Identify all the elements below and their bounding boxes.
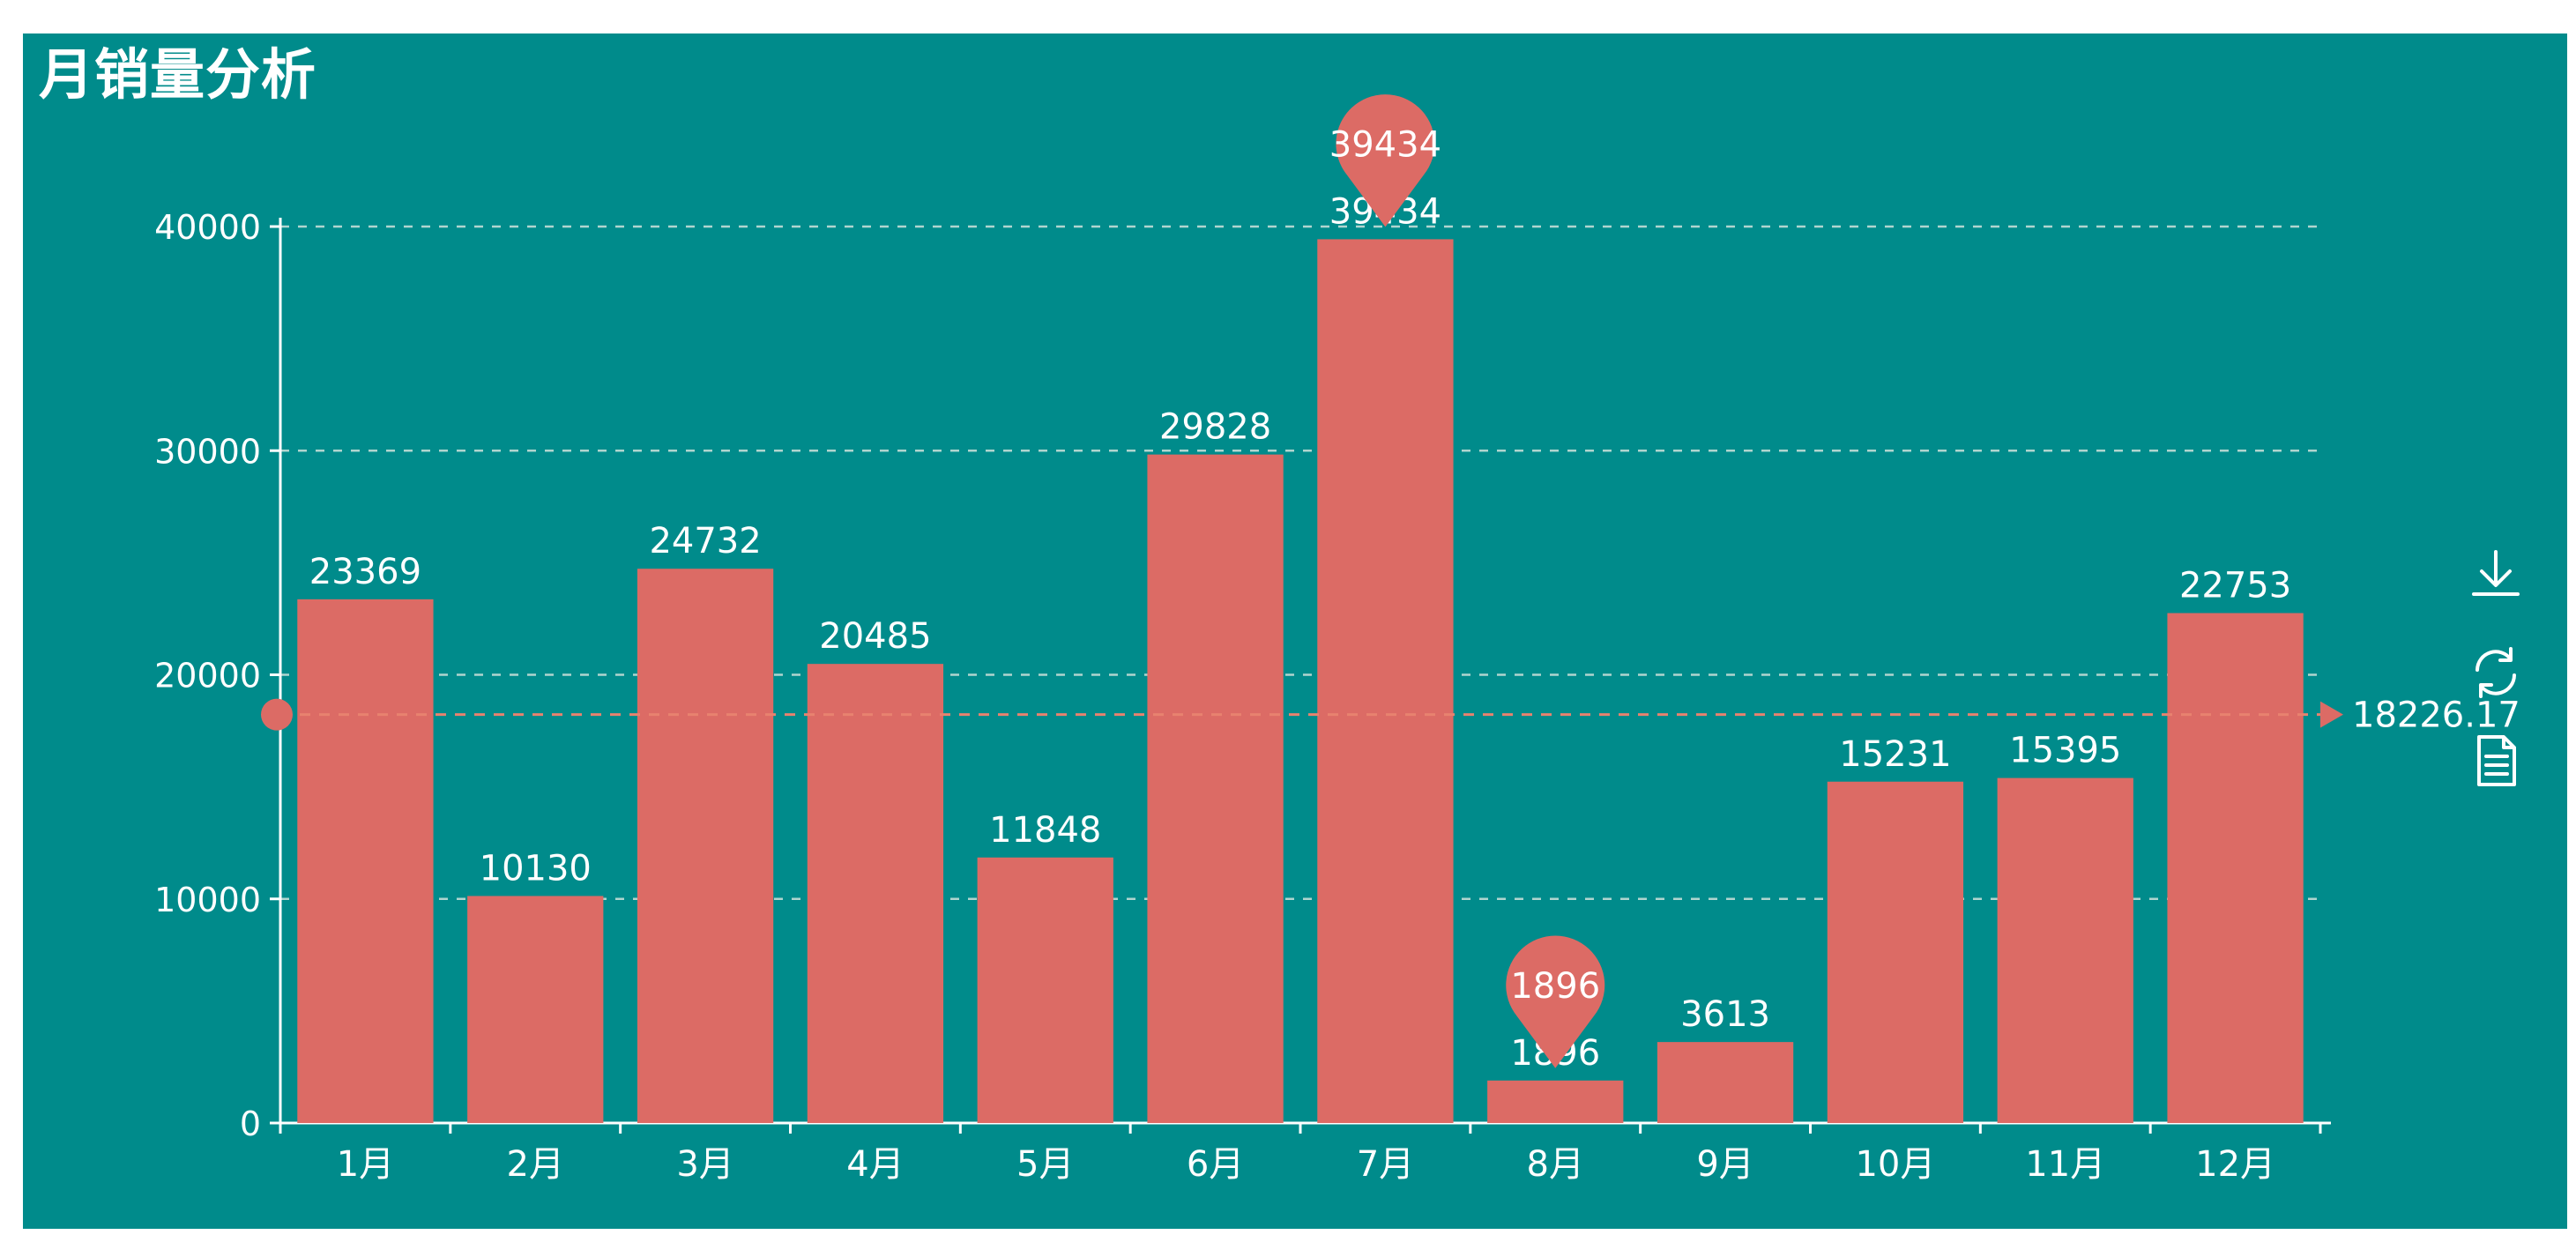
data-label: 11848 — [989, 810, 1101, 851]
data-label: 24732 — [649, 521, 761, 562]
data-label: 15231 — [1839, 734, 1951, 775]
bar — [1827, 781, 1964, 1123]
bar — [637, 569, 774, 1123]
data-label: 20485 — [819, 616, 931, 657]
average-line-label: 18226.17 — [2352, 695, 2520, 736]
restore-button[interactable] — [2465, 642, 2527, 703]
data-label: 29828 — [1159, 407, 1271, 448]
x-tick-label: 9月 — [1696, 1144, 1753, 1185]
x-tick-label: 7月 — [1357, 1144, 1414, 1185]
bar — [1147, 454, 1284, 1123]
mark-point-label: 1896 — [1510, 966, 1600, 1007]
mark-point-pin — [1506, 935, 1605, 1068]
data-view-button[interactable] — [2465, 730, 2527, 792]
bar — [297, 599, 434, 1123]
y-tick-label: 30000 — [154, 432, 261, 471]
x-tick-label: 6月 — [1187, 1144, 1244, 1185]
bar — [1317, 239, 1454, 1123]
bar — [1657, 1042, 1794, 1123]
y-tick-label: 40000 — [154, 208, 261, 247]
x-tick-label: 1月 — [337, 1144, 394, 1185]
document-icon — [2477, 735, 2516, 786]
bar — [2167, 613, 2304, 1123]
download-icon — [2472, 550, 2520, 596]
y-tick-label: 20000 — [154, 657, 261, 695]
data-label: 22753 — [2179, 566, 2291, 606]
data-label: 15395 — [2009, 731, 2121, 771]
x-tick-label: 2月 — [507, 1144, 564, 1185]
mark-point-label: 39434 — [1329, 124, 1441, 165]
x-tick-label: 3月 — [676, 1144, 733, 1185]
bar — [1487, 1080, 1624, 1123]
x-tick-label: 12月 — [2195, 1144, 2275, 1185]
x-tick-label: 5月 — [1016, 1144, 1074, 1185]
data-label: 23369 — [309, 552, 421, 592]
chart-title: 月销量分析 — [39, 42, 317, 107]
average-line-start-symbol — [261, 698, 293, 731]
x-tick-label: 4月 — [846, 1144, 904, 1185]
bar — [807, 664, 944, 1123]
y-tick-label: 0 — [240, 1105, 261, 1143]
refresh-icon — [2475, 647, 2516, 698]
x-tick-label: 10月 — [1855, 1144, 1935, 1185]
bar — [1997, 777, 2133, 1123]
x-tick-label: 11月 — [2025, 1144, 2105, 1185]
bar — [467, 896, 604, 1123]
average-line-arrow — [2320, 701, 2343, 728]
data-label: 10130 — [480, 848, 592, 889]
save-image-button[interactable] — [2465, 545, 2527, 606]
bar-chart: 0 10000 20000 30000 40000 23369 1月 10130 2月 24732… — [154, 94, 2520, 1185]
data-label: 3613 — [1680, 994, 1770, 1035]
bar — [977, 857, 1113, 1123]
y-tick-label: 10000 — [154, 881, 261, 919]
x-tick-label: 8月 — [1527, 1144, 1584, 1185]
mark-point-pin — [1336, 94, 1435, 227]
chart-panel: 月销量分析 0 10000 20000 30000 40000 23369 1月 10130 2… — [23, 33, 2567, 1229]
